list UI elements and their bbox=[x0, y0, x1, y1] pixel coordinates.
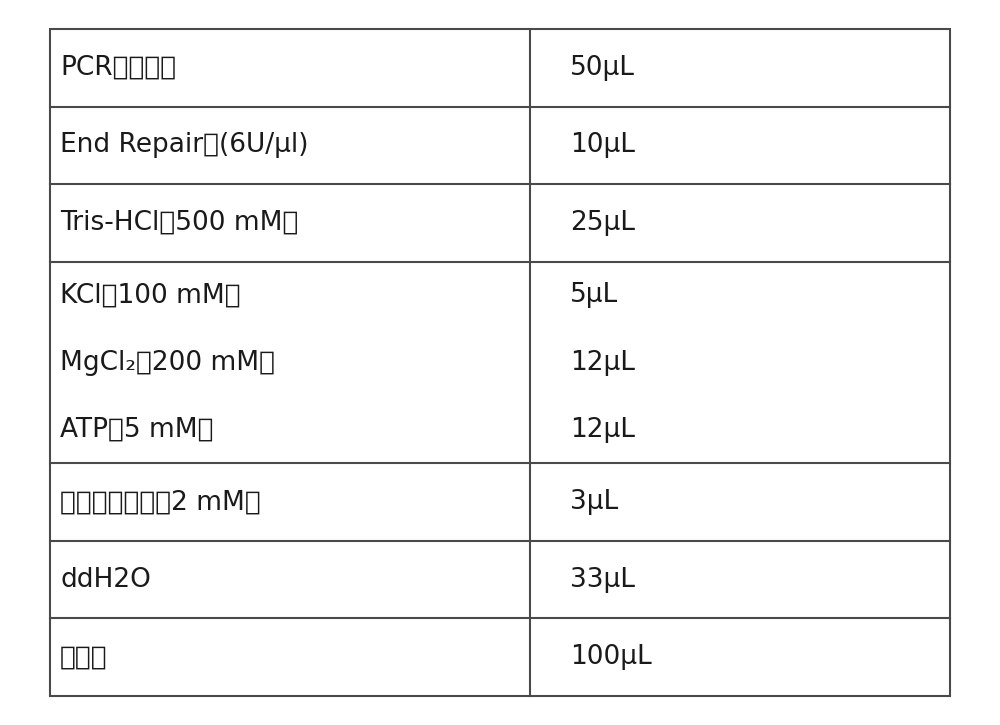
Text: Tris-HCl（500 mM）: Tris-HCl（500 mM） bbox=[60, 210, 298, 236]
Text: 总体积: 总体积 bbox=[60, 645, 108, 670]
Text: 50μL: 50μL bbox=[570, 55, 635, 80]
Text: 二硫苏糖醇（㈃2 mM）: 二硫苏糖醇（㈃2 mM） bbox=[60, 489, 261, 515]
Text: 3μL: 3μL bbox=[570, 489, 618, 515]
Text: 5μL: 5μL bbox=[570, 282, 618, 308]
Text: 12μL: 12μL bbox=[570, 349, 635, 376]
Text: ATP（5 mM）: ATP（5 mM） bbox=[60, 417, 214, 443]
Text: 10μL: 10μL bbox=[570, 133, 635, 158]
Text: 12μL: 12μL bbox=[570, 417, 635, 443]
Text: 33μL: 33μL bbox=[570, 567, 635, 592]
Text: KCl（100 mM）: KCl（100 mM） bbox=[60, 282, 241, 308]
Bar bbox=[50, 29, 950, 696]
Text: 25μL: 25μL bbox=[570, 210, 635, 236]
Text: ddH2O: ddH2O bbox=[60, 567, 151, 592]
Text: 100μL: 100μL bbox=[570, 645, 652, 670]
Text: End Repair酶(6U/μl): End Repair酶(6U/μl) bbox=[60, 133, 308, 158]
Text: PCR混合产物: PCR混合产物 bbox=[60, 55, 176, 80]
Text: MgCl₂（200 mM）: MgCl₂（200 mM） bbox=[60, 349, 275, 376]
